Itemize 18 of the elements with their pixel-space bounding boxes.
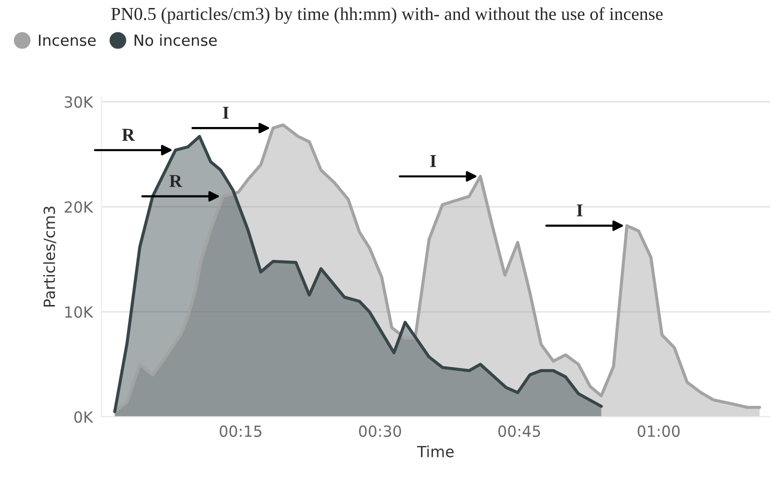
annotation: R — [122, 128, 135, 141]
annotation: I — [222, 106, 229, 119]
annotation: I — [430, 155, 436, 167]
y-axis-title: Particles/cm3 — [43, 206, 56, 306]
x-tick-label: 00:15 — [220, 425, 262, 437]
x-tick-label: 00:45 — [498, 425, 540, 437]
y-tick-label: 20K — [64, 201, 94, 213]
chart-title: PN0.5 (particles/cm3) by time (hh:mm) with- and without the use of incense — [111, 7, 663, 24]
legend-label: No incense — [134, 34, 217, 46]
legend-label: Incense — [38, 34, 96, 46]
y-tick-label: 10K — [65, 306, 94, 318]
x-axis-title: Time — [417, 445, 454, 458]
y-tick-label: 30K — [64, 96, 94, 108]
annotation: R — [169, 175, 182, 187]
x-tick-label: 01:00 — [638, 425, 680, 437]
x-tick-label: 00:30 — [359, 425, 402, 437]
y-tick-label: 0K — [74, 411, 94, 423]
annotation: I — [576, 204, 583, 216]
